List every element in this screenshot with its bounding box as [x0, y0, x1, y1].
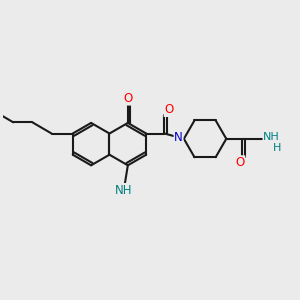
Text: O: O [164, 103, 173, 116]
Text: H: H [273, 143, 281, 153]
Text: O: O [236, 156, 245, 169]
Text: N: N [174, 131, 183, 144]
Text: NH: NH [263, 132, 280, 142]
Text: NH: NH [115, 184, 132, 196]
Text: O: O [123, 92, 133, 105]
